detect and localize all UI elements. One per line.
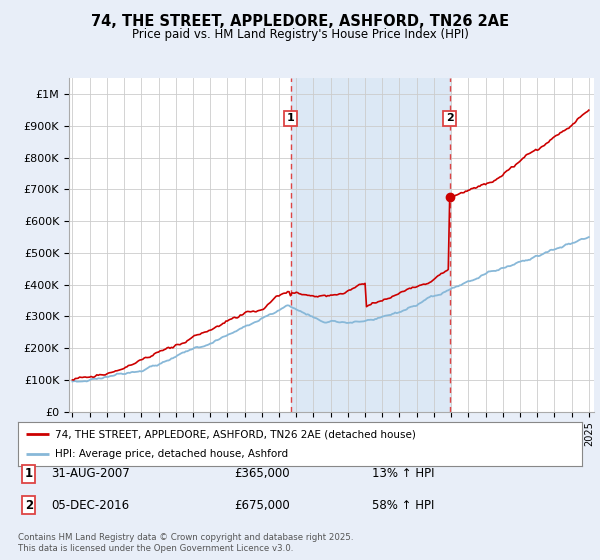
Bar [290, 78, 450, 412]
Text: 1: 1 [287, 113, 295, 123]
Text: 13% ↑ HPI: 13% ↑ HPI [372, 467, 434, 480]
Text: 31-AUG-2007: 31-AUG-2007 [51, 467, 130, 480]
Text: 58% ↑ HPI: 58% ↑ HPI [372, 498, 434, 512]
Text: Contains HM Land Registry data © Crown copyright and database right 2025.
This d: Contains HM Land Registry data © Crown c… [18, 533, 353, 553]
Text: 2: 2 [25, 498, 33, 512]
Text: Price paid vs. HM Land Registry's House Price Index (HPI): Price paid vs. HM Land Registry's House … [131, 28, 469, 41]
Text: £365,000: £365,000 [234, 467, 290, 480]
Text: £675,000: £675,000 [234, 498, 290, 512]
Text: 74, THE STREET, APPLEDORE, ASHFORD, TN26 2AE (detached house): 74, THE STREET, APPLEDORE, ASHFORD, TN26… [55, 429, 416, 439]
Text: HPI: Average price, detached house, Ashford: HPI: Average price, detached house, Ashf… [55, 449, 288, 459]
Text: 1: 1 [25, 467, 33, 480]
Text: 2: 2 [446, 113, 454, 123]
Text: 74, THE STREET, APPLEDORE, ASHFORD, TN26 2AE: 74, THE STREET, APPLEDORE, ASHFORD, TN26… [91, 14, 509, 29]
Text: 05-DEC-2016: 05-DEC-2016 [51, 498, 129, 512]
